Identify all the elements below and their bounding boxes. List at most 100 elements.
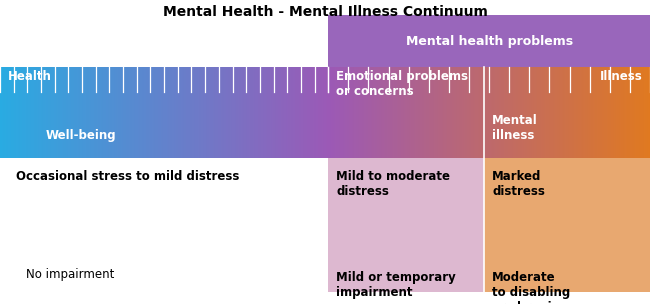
Bar [142,67,143,158]
Bar [490,67,491,158]
Bar [434,67,436,158]
Bar [477,67,478,158]
Bar [542,67,543,158]
Bar [624,67,625,158]
Bar [122,67,123,158]
Bar [492,67,493,158]
Bar [230,67,231,158]
Bar [44,67,45,158]
Bar [261,67,262,158]
Bar [85,67,86,158]
Bar [483,67,484,158]
Bar [417,67,419,158]
Bar [268,67,269,158]
Bar [469,67,470,158]
Bar [26,67,27,158]
Bar [109,67,110,158]
Bar [419,67,420,158]
Bar [640,67,641,158]
Bar [430,67,431,158]
Bar [474,67,475,158]
Bar [112,67,113,158]
Bar [478,67,480,158]
Bar [394,67,395,158]
Bar [207,67,209,158]
Bar [466,67,467,158]
Bar [621,67,622,158]
Bar [507,67,508,158]
Bar [232,67,233,158]
Bar [307,67,309,158]
Bar [213,67,215,158]
Bar [414,67,415,158]
Bar [172,67,173,158]
Bar [93,67,94,158]
Bar [263,67,265,158]
Bar [526,67,527,158]
Bar [447,67,448,158]
Bar [269,67,270,158]
Bar [629,67,630,158]
Bar [316,67,317,158]
Bar [212,67,213,158]
Bar [547,67,548,158]
Bar [283,67,284,158]
Bar [546,67,547,158]
Bar [120,67,121,158]
Bar [354,67,355,158]
Bar [233,67,234,158]
Bar [38,67,40,158]
Bar [452,67,453,158]
Bar [240,67,241,158]
Bar [642,67,643,158]
Bar [404,67,405,158]
Bar [515,67,517,158]
Bar [552,67,553,158]
Bar [470,67,471,158]
Bar [116,67,118,158]
Bar [393,67,394,158]
Bar [209,67,210,158]
Bar [224,67,225,158]
Bar [135,67,136,158]
Bar [390,67,391,158]
Bar [536,67,537,158]
Bar [190,67,191,158]
Bar [132,67,133,158]
Bar [633,67,634,158]
Bar [407,67,408,158]
Bar [494,67,495,158]
Bar [95,67,96,158]
Bar [247,67,248,158]
Bar [310,67,311,158]
Bar [555,67,556,158]
Bar [220,67,221,158]
Bar [282,67,283,158]
Bar [166,67,168,158]
Bar [7,67,8,158]
Bar [341,67,342,158]
Bar [265,67,266,158]
Bar [239,67,240,158]
Bar [181,67,182,158]
Bar [253,67,254,158]
Bar [489,67,490,158]
Bar [47,67,48,158]
Bar [206,67,207,158]
Bar [337,67,338,158]
Bar [65,67,66,158]
Bar [454,67,456,158]
Bar [617,67,618,158]
Bar [511,67,512,158]
Bar [482,67,483,158]
Bar [22,67,23,158]
Bar [562,67,563,158]
Bar [541,67,542,158]
Bar [174,67,175,158]
Bar [150,67,151,158]
Bar [420,67,421,158]
Bar [473,67,474,158]
Bar [289,67,290,158]
Bar [411,67,412,158]
Bar [20,67,21,158]
